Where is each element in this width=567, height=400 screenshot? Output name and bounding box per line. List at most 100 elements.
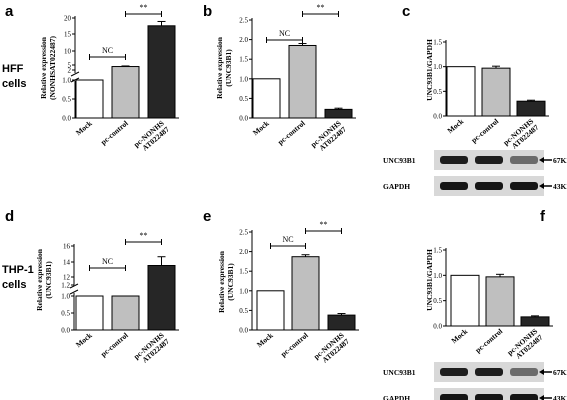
y-tick-label-f: 0.0 (433, 323, 442, 331)
bar-a-0 (75, 79, 104, 119)
blot-band-f-0-0 (440, 368, 468, 376)
y-tick-label-a: 0.5 (62, 96, 71, 104)
bar-f-0 (450, 274, 480, 327)
panel-a: a 0.0 0.5 1.0 25 10 15 20 Relative expression(NO… (5, 3, 179, 155)
y-axis-label-a: Relative expression(NONHSAT022487) (39, 35, 57, 100)
row-label-hff-line1: HFF (2, 63, 24, 75)
row-label-thp1-line2: cells (2, 279, 26, 291)
y-tick-label-e: 2.5 (239, 229, 248, 237)
panel-d: d 0.0 0.5 1.0 1.212 14 16 Relative expression(U… (5, 208, 179, 367)
y-tick-label-d: 12 (63, 274, 71, 282)
bar-a-2 (147, 25, 176, 119)
y-tick-label-a: 2 (68, 67, 72, 75)
blot-band-f-1-2 (510, 394, 538, 400)
y-tick-label-c: 1.5 (433, 39, 442, 47)
category-label-a-0: Mock (74, 118, 94, 137)
category-label-c-2: pc-NONHSAT022487 (501, 116, 540, 153)
axis-break-mark-a (70, 71, 80, 77)
category-label-a-1: pc-control (99, 119, 130, 147)
axis-break-mark-d (69, 283, 79, 289)
y-tick-label-e: 0.5 (239, 307, 248, 315)
category-label-b-0: Mock (251, 118, 271, 137)
blot-size-label-c-0: 67KD (553, 156, 567, 165)
row-label-hff-line2: cells (2, 78, 26, 90)
blot-band-f-1-0 (440, 394, 468, 400)
y-tick-label-d: 14 (63, 259, 71, 267)
category-label-b-1: pc-control (276, 119, 307, 147)
y-tick-label-d: 1.2 (61, 282, 70, 290)
y-tick-label-b: 1.0 (239, 75, 248, 83)
panel-label-f: f (540, 208, 546, 225)
bar-d-2 (147, 265, 176, 331)
panel-b: b 0.0 0.5 1.0 1.5 2.0 2.5 Relative expression(U… (203, 3, 356, 155)
y-tick-label-e: 1.0 (239, 287, 248, 295)
y-axis-label-e: Relative expression(UNC93B1) (217, 250, 235, 313)
category-label-b-2: pc-NONHSAT022487 (309, 118, 348, 155)
panel-label-b: b (203, 3, 212, 20)
y-tick-label-a: 1.0 (62, 77, 71, 85)
blot-band-c-1-2 (510, 182, 538, 190)
bar-b-0 (252, 78, 281, 119)
y-tick-label-a: 15 (64, 31, 72, 39)
row-label-hff: HFF cells (2, 63, 26, 90)
y-tick-label-c: 0.5 (433, 88, 442, 96)
bar-c-2 (516, 100, 546, 117)
y-axis-label-d: Relative expression(UNC93B1) (35, 248, 53, 311)
blot-protein-label-c-1: GAPDH (383, 182, 410, 191)
y-tick-label-a: 20 (64, 15, 72, 23)
bar-b-1 (288, 44, 317, 119)
category-label-d-2: pc-NONHSAT022487 (132, 330, 171, 367)
blot-arrow-head-f (539, 369, 544, 375)
blot-band-c-0-1 (475, 156, 503, 164)
blot-band-c-0-2 (510, 156, 538, 164)
blot-band-f-0-2 (510, 368, 538, 376)
y-tick-label-b: 0.0 (239, 115, 248, 123)
category-label-d-0: Mock (74, 330, 94, 349)
bar-b-2 (324, 108, 353, 119)
y-tick-label-e: 2.0 (239, 248, 248, 256)
y-tick-label-a: 5 (68, 62, 72, 70)
y-tick-label-b: 2.0 (239, 36, 248, 44)
y-tick-label-d: 1.0 (61, 293, 70, 301)
panel-label-c: c (402, 3, 410, 20)
sig-label-e: ** (320, 220, 328, 229)
bar-e-2 (327, 314, 356, 331)
y-tick-label-f: 1.0 (433, 272, 442, 280)
y-tick-label-b: 2.5 (239, 17, 248, 25)
sig-label-e: NC (282, 235, 293, 244)
category-label-c-0: Mock (445, 116, 465, 135)
row-label-thp1: THP-1 cells (2, 264, 34, 291)
panels: a 0.0 0.5 1.0 25 10 15 20 Relative expression(NO… (5, 3, 567, 400)
category-label-e-0: Mock (255, 330, 275, 349)
y-tick-label-d: 0.0 (61, 327, 70, 335)
panel-label-a: a (5, 3, 14, 20)
blot-band-c-1-1 (475, 182, 503, 190)
y-tick-label-f: 0.5 (433, 297, 442, 305)
y-tick-label-e: 1.5 (239, 268, 248, 276)
blot-protein-label-c-0: UNC93B1 (383, 156, 416, 165)
bar-f-1 (485, 276, 515, 327)
sig-label-b: ** (317, 3, 325, 12)
y-tick-label-b: 0.5 (239, 95, 248, 103)
category-label-c-1: pc-control (469, 117, 500, 145)
y-axis-label-f: UNC93B1/GAPDH (425, 249, 434, 311)
category-label-d-1: pc-control (99, 331, 130, 359)
blot-arrow-head-c (539, 157, 544, 163)
bar-d-0 (75, 295, 104, 331)
category-label-a-2: pc-NONHSAT022487 (132, 118, 171, 155)
y-tick-label-f: 1.5 (433, 247, 442, 255)
bar-e-1 (291, 256, 320, 331)
blot-size-label-f-1: 43KD (553, 394, 567, 400)
sig-label-b: NC (279, 29, 290, 38)
bar-c-0 (446, 66, 476, 117)
sig-label-a: NC (102, 46, 113, 55)
blot-band-c-0-0 (440, 156, 468, 164)
category-label-f-1: pc-control (473, 327, 504, 355)
blot-protein-label-f-0: UNC93B1 (383, 368, 416, 377)
y-tick-label-c: 0.0 (433, 113, 442, 121)
y-axis-label-b: Relative expression(UNC93B1) (215, 36, 233, 99)
y-tick-label-d: 16 (63, 243, 71, 251)
panel-e: e 0.0 0.5 1.0 1.5 2.0 2.5 Relative expression(U… (203, 208, 359, 364)
bar-e-0 (256, 290, 285, 331)
